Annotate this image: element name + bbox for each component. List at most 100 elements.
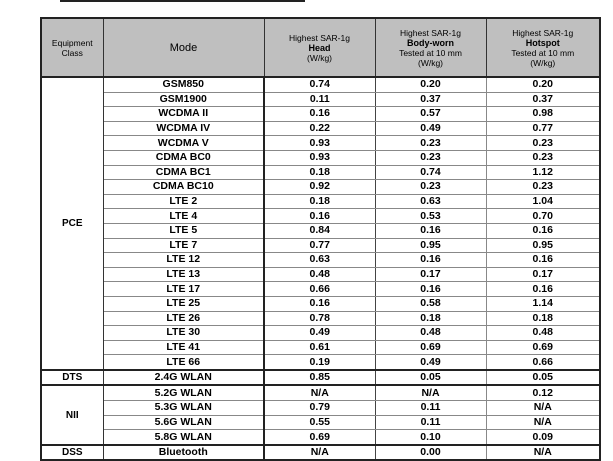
head-sar-cell: 0.49 <box>263 325 376 341</box>
equipment-class-cell: DSS <box>40 443 104 461</box>
table-row: LTE 13 0.48 0.17 0.17 <box>41 266 601 283</box>
mode-cell: 5.3G WLAN <box>102 400 265 416</box>
mode-cell: LTE 26 <box>102 310 265 327</box>
header-row: Equipment Class Mode Highest SAR-1g Head (W… <box>40 17 601 78</box>
body-sar-cell: 0.00 <box>374 443 487 461</box>
table-row: LTE 4 0.16 0.53 0.70 <box>41 208 601 224</box>
hotspot-sar-cell: N/A <box>485 414 601 431</box>
head-sar-cell: N/A <box>263 384 376 402</box>
body-sar-cell: 0.23 <box>374 179 487 195</box>
hotspot-sar-cell: 0.16 <box>485 281 601 297</box>
body-sar-cell: 0.57 <box>374 106 487 122</box>
hotspot-sar-cell: 1.12 <box>485 164 601 181</box>
header-body-worn: Highest SAR-1g Body-worn Tested at 10 mm (W… <box>374 17 487 78</box>
table-row: LTE 25 0.16 0.58 1.14 <box>41 295 601 312</box>
body-sar-cell: 0.23 <box>374 149 487 166</box>
head-sar-cell: 0.84 <box>263 222 376 239</box>
mode-cell: GSM850 <box>102 76 265 93</box>
header-head: Highest SAR-1g Head (W/kg) <box>263 17 376 78</box>
head-sar-cell: 0.93 <box>263 149 376 166</box>
hotspot-sar-cell: 0.09 <box>485 429 601 446</box>
head-sar-cell: 0.18 <box>263 164 376 181</box>
equipment-class-cell: NII <box>40 384 104 446</box>
head-sar-cell: 0.79 <box>263 400 376 416</box>
body-sar-cell: 0.10 <box>374 429 487 446</box>
table-row: 5.3G WLAN 0.79 0.11 N/A <box>41 400 601 416</box>
hotspot-sar-cell: 0.37 <box>485 91 601 108</box>
table-row: WCDMA V 0.93 0.23 0.23 <box>41 135 601 151</box>
mode-cell: WCDMA II <box>102 106 265 122</box>
table-row: LTE 5 0.84 0.16 0.16 <box>41 222 601 239</box>
body-sar-cell: 0.17 <box>374 266 487 283</box>
mode-cell: LTE 30 <box>102 325 265 341</box>
table-row: CDMA BC0 0.93 0.23 0.23 <box>41 149 601 166</box>
table-row: LTE 30 0.49 0.48 0.48 <box>41 325 601 341</box>
body-sar-cell: 0.11 <box>374 400 487 416</box>
table-row: LTE 12 0.63 0.16 0.16 <box>41 252 601 268</box>
table-row: LTE 41 0.61 0.69 0.69 <box>41 339 601 356</box>
mode-cell: Bluetooth <box>102 443 265 461</box>
head-sar-cell: 0.66 <box>263 281 376 297</box>
table-row: GSM1900 0.11 0.37 0.37 <box>41 91 601 108</box>
head-sar-cell: 0.16 <box>263 208 376 224</box>
table-row: LTE 66 0.19 0.49 0.66 <box>41 354 601 371</box>
mode-cell: CDMA BC10 <box>102 179 265 195</box>
table-row: LTE 2 0.18 0.63 1.04 <box>41 193 601 210</box>
hotspot-sar-cell: 0.23 <box>485 149 601 166</box>
head-sar-cell: 0.69 <box>263 429 376 446</box>
body-sar-cell: 0.11 <box>374 414 487 431</box>
hotspot-sar-cell: 0.20 <box>485 76 601 93</box>
hotspot-sar-cell: 0.69 <box>485 339 601 356</box>
head-sar-cell: 0.18 <box>263 193 376 210</box>
hotspot-sar-cell: 0.23 <box>485 179 601 195</box>
body-sar-cell: 0.95 <box>374 237 487 254</box>
hotspot-sar-cell: 0.95 <box>485 237 601 254</box>
table-row: WCDMA IV 0.22 0.49 0.77 <box>41 120 601 137</box>
sar-results-table: Equipment Class Mode Highest SAR-1g Head (W… <box>40 17 601 461</box>
mode-cell: LTE 2 <box>102 193 265 210</box>
table-row: DSS Bluetooth N/A 0.00 N/A <box>40 443 601 461</box>
table-row: LTE 26 0.78 0.18 0.18 <box>41 310 601 327</box>
head-sar-cell: 0.19 <box>263 354 376 371</box>
body-sar-cell: 0.49 <box>374 354 487 371</box>
table-row: CDMA BC1 0.18 0.74 1.12 <box>41 164 601 181</box>
hotspot-sar-cell: 0.16 <box>485 252 601 268</box>
table-row: DTS 2.4G WLAN 0.85 0.05 0.05 <box>40 368 601 386</box>
hotspot-sar-cell: 0.23 <box>485 135 601 151</box>
mode-cell: LTE 12 <box>102 252 265 268</box>
table-row: LTE 7 0.77 0.95 0.95 <box>41 237 601 254</box>
mode-cell: GSM1900 <box>102 91 265 108</box>
body-sar-cell: 0.37 <box>374 91 487 108</box>
hotspot-sar-cell: 0.18 <box>485 310 601 327</box>
hotspot-sar-cell: N/A <box>485 400 601 416</box>
head-sar-cell: 0.11 <box>263 91 376 108</box>
table-row: LTE 17 0.66 0.16 0.16 <box>41 281 601 297</box>
mode-cell: LTE 66 <box>102 354 265 371</box>
mode-cell: LTE 7 <box>102 237 265 254</box>
hotspot-sar-cell: 0.48 <box>485 325 601 341</box>
table-row: 5.8G WLAN 0.69 0.10 0.09 <box>41 429 601 446</box>
body-sar-cell: 0.48 <box>374 325 487 341</box>
body-sar-cell: 0.58 <box>374 295 487 312</box>
body-sar-cell: 0.20 <box>374 76 487 93</box>
head-sar-cell: 0.16 <box>263 106 376 122</box>
equipment-class-cell: PCE <box>40 76 104 371</box>
header-mode: Mode <box>102 17 265 78</box>
mode-cell: LTE 17 <box>102 281 265 297</box>
table-body: PCE GSM850 0.74 0.20 0.20 GSM1900 0.11 0.37 0.37… <box>40 76 601 461</box>
mode-cell: 5.8G WLAN <box>102 429 265 446</box>
table-row: PCE GSM850 0.74 0.20 0.20 <box>40 76 601 371</box>
head-sar-cell: 0.16 <box>263 295 376 312</box>
head-sar-cell: 0.74 <box>263 76 376 93</box>
hotspot-sar-cell: 1.04 <box>485 193 601 210</box>
mode-cell: WCDMA V <box>102 135 265 151</box>
mode-cell: CDMA BC1 <box>102 164 265 181</box>
body-sar-cell: 0.63 <box>374 193 487 210</box>
mode-cell: LTE 5 <box>102 222 265 239</box>
body-sar-cell: 0.23 <box>374 135 487 151</box>
preceding-table-border <box>60 0 305 2</box>
mode-cell: CDMA BC0 <box>102 149 265 166</box>
head-sar-cell: 0.78 <box>263 310 376 327</box>
mode-cell: LTE 13 <box>102 266 265 283</box>
hotspot-sar-cell: 0.98 <box>485 106 601 122</box>
